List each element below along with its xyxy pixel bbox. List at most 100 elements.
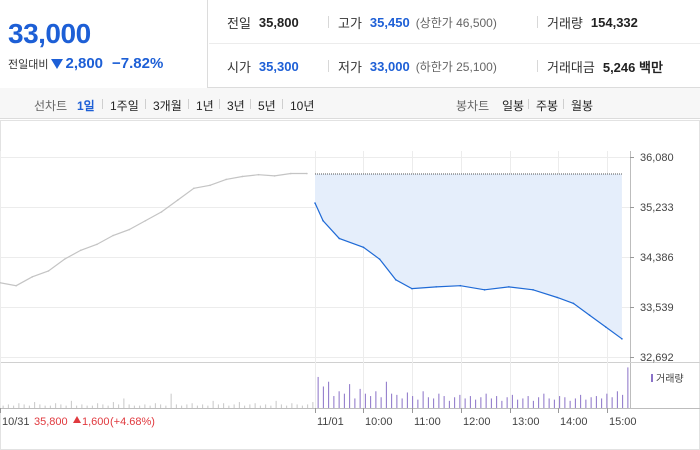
data-point (411, 287, 413, 290)
volume-bar (333, 396, 335, 408)
volume-bar (223, 403, 225, 408)
volume-bar (422, 391, 424, 408)
volume-bar (443, 396, 445, 408)
volume-bar (595, 396, 597, 408)
volume-bar (543, 393, 545, 408)
volume-bar (70, 400, 72, 408)
current-price: 33,000 (8, 18, 91, 49)
volume-bar (186, 404, 188, 408)
data-point (322, 219, 324, 222)
data-point (15, 284, 17, 287)
volume-bar (286, 405, 288, 408)
volume-bar (469, 396, 471, 408)
period-1d-tab[interactable]: 1일 (77, 99, 95, 113)
volume-bar (112, 402, 114, 408)
data-point (79, 249, 82, 252)
volume-bar (569, 400, 571, 408)
volume-bar (7, 404, 9, 408)
x-axis: 10/31 11/01 10:00 11:00 12:00 13:00 14:00 15:00 (0, 408, 637, 428)
change-percent: −7.82% (112, 55, 164, 72)
chart-fill-area (315, 174, 622, 339)
price-box: 33,000 전일대비 2,800 −7.82% (0, 0, 208, 88)
volume-bar (265, 404, 267, 408)
volume-bar (475, 399, 477, 408)
volume-bar (522, 398, 524, 408)
data-point (378, 258, 381, 260)
change-label: 전일대비 (8, 58, 49, 71)
data-point (435, 286, 437, 288)
divider (145, 99, 146, 109)
volume-bar (107, 405, 109, 408)
volume-bar (538, 397, 540, 408)
volume-bar (191, 403, 193, 408)
period-5y-tab[interactable]: 5년 (258, 99, 276, 113)
stat-amount: 거래대금 5,246 백만 (537, 44, 663, 88)
data-point (160, 211, 163, 213)
volume-bar (601, 398, 603, 408)
divider (219, 99, 220, 109)
stat-volume: 거래량 154,332 (537, 0, 638, 44)
volume-bar (359, 388, 361, 408)
divider (250, 99, 251, 109)
volume-bar (559, 396, 561, 408)
candle-monthly-tab[interactable]: 월봉 (571, 99, 594, 113)
series-line (0, 172, 307, 287)
divider (102, 99, 103, 109)
volume-bar (391, 393, 393, 408)
volume-bar (380, 397, 382, 408)
stat-high: 고가 35,450 (상한가 46,500) (328, 0, 497, 44)
volume-bar (354, 398, 356, 408)
period-3m-tab[interactable]: 3개월 (153, 99, 182, 113)
volume-bar (291, 403, 293, 408)
volume-bar (427, 397, 429, 408)
line-chart-label: 선차트 (34, 99, 68, 113)
volume-bar (154, 403, 156, 408)
chart-toolbar: 선차트 1일 1주일 3개월 1년 3년 5년 10년 봉차트 일봉 주봉 월봉 (0, 88, 700, 119)
prev-change-amount: 1,600 (82, 416, 110, 428)
volume-bar (611, 397, 613, 408)
data-point (621, 338, 623, 340)
fill-area (315, 174, 622, 339)
volume-bar (412, 396, 414, 408)
volume-bar (364, 393, 366, 408)
volume-bar (238, 402, 240, 408)
volume-bar (375, 391, 377, 408)
volume-bar (511, 394, 513, 408)
x-tick-label: 12:00 (463, 416, 491, 428)
volume-bar (49, 405, 51, 408)
data-point (362, 246, 365, 249)
x-tick-label: 10:00 (365, 416, 393, 428)
volume-bar (496, 396, 498, 408)
divider (563, 99, 564, 109)
volume-bar (228, 405, 230, 408)
volume-bar (548, 398, 550, 408)
data-point (0, 281, 1, 284)
candle-weekly-tab[interactable]: 주봉 (536, 99, 559, 113)
volume-bar (207, 405, 209, 408)
volume-bar (123, 398, 125, 408)
volume-bar (564, 397, 566, 408)
chart-svg: 36,080 35,233 34,386 33,539 32,692 거래량 10/31… (0, 120, 700, 450)
volume-bar (34, 402, 36, 408)
y-tick-label: 33,539 (640, 302, 674, 314)
candle-daily-tab[interactable]: 일봉 (502, 99, 525, 113)
period-10y-tab[interactable]: 10년 (290, 99, 315, 113)
volume-bar (406, 392, 408, 408)
volume-bar (401, 398, 403, 408)
period-1w-tab[interactable]: 1주일 (110, 99, 139, 113)
volume-bar (433, 398, 435, 408)
quote-stats: 전일 35,800 고가 35,450 (상한가 46,500) 거래량 154… (209, 0, 700, 88)
volume-bar (438, 393, 440, 408)
data-point (556, 296, 559, 299)
data-point (394, 278, 397, 281)
volume-bar (86, 405, 88, 408)
volume-bar (317, 376, 319, 408)
x-tick-label: 15:00 (609, 416, 637, 428)
volume-bar (627, 367, 629, 408)
volume-bar (165, 405, 167, 408)
data-point (96, 243, 98, 246)
period-1y-tab[interactable]: 1년 (196, 99, 214, 113)
period-3y-tab[interactable]: 3년 (227, 99, 245, 113)
volume-bar (144, 404, 146, 408)
x-tick-label: 14:00 (560, 416, 588, 428)
